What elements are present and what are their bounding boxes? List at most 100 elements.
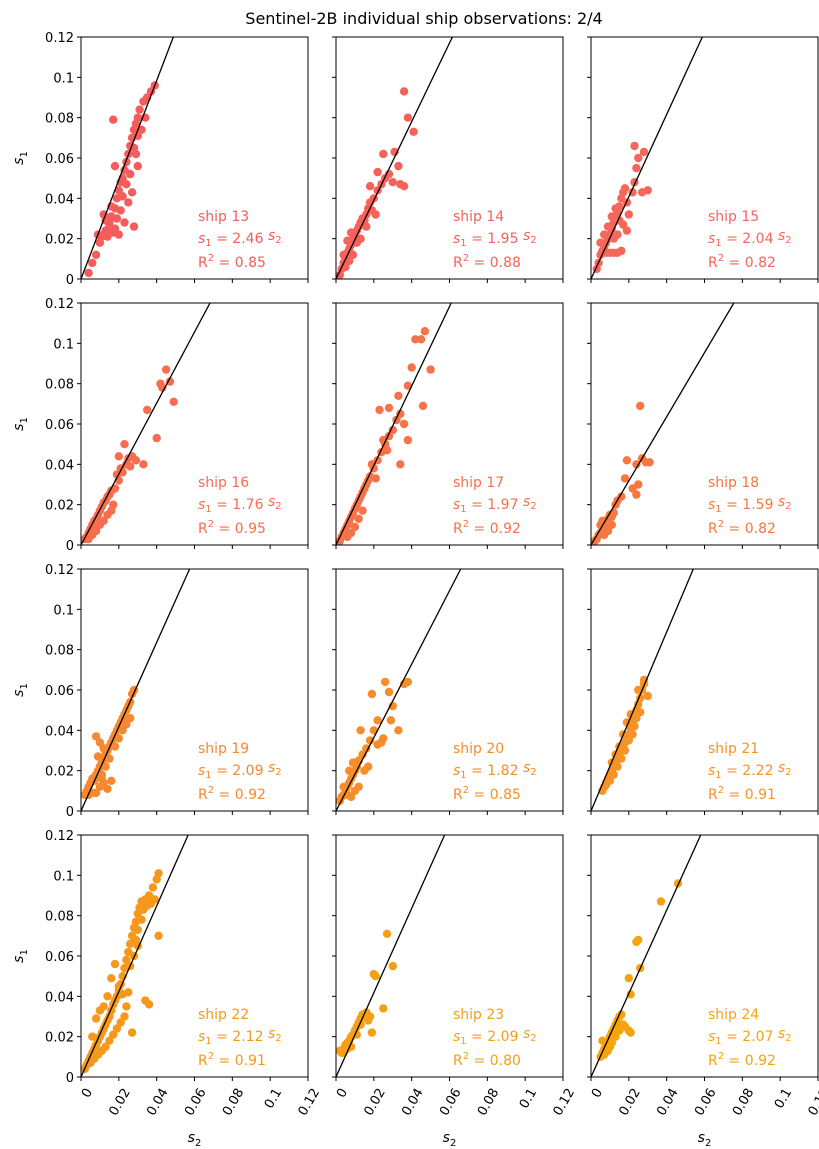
data-point	[617, 1010, 626, 1019]
data-point	[388, 961, 397, 971]
x-axis-label: s2	[188, 1130, 202, 1149]
data-point	[645, 458, 654, 467]
r-squared: R2 = 0.92	[453, 519, 521, 537]
data-point	[615, 1026, 624, 1035]
y-tick-label: 0.08	[45, 112, 74, 127]
data-point	[620, 184, 630, 193]
data-point	[135, 105, 144, 114]
data-point	[634, 153, 643, 163]
data-point	[131, 935, 141, 945]
y-tick-label: 0.04	[45, 724, 74, 739]
data-point	[143, 405, 152, 415]
data-point	[346, 228, 356, 237]
fit-line	[81, 303, 211, 545]
data-point	[109, 1030, 118, 1039]
data-point	[399, 87, 409, 96]
data-point	[101, 762, 110, 771]
fit-line	[81, 569, 191, 811]
panel-ship-24: 0 0.02 0.04 0.06 0.08 0.1 0.12 s2 ship 24 s1 = 2.…	[587, 834, 819, 1149]
data-point	[643, 691, 652, 701]
r-squared: R2 = 0.92	[198, 785, 266, 803]
y-tick-label: 0.06	[45, 418, 74, 433]
data-point	[394, 726, 403, 735]
data-point	[124, 988, 133, 997]
data-point	[626, 1028, 635, 1037]
ship-label: ship 13	[198, 209, 249, 225]
y-axis-label: s1	[11, 417, 30, 431]
data-point	[148, 883, 158, 892]
data-point	[103, 784, 112, 793]
y-tick-label: 0.08	[45, 644, 74, 659]
ship-label: ship 18	[708, 475, 759, 491]
data-point	[114, 734, 124, 743]
x-tick-label: 0.02	[361, 1086, 388, 1119]
r-squared: R2 = 0.82	[708, 253, 776, 271]
data-point	[371, 474, 380, 483]
panel-ship-15: ship 15 s1 = 2.04 s2 R2 = 0.82	[587, 36, 819, 283]
data-point	[382, 929, 392, 938]
data-point	[114, 186, 124, 195]
data-point	[356, 234, 365, 243]
scatter-points	[84, 81, 159, 278]
data-point	[600, 230, 609, 239]
data-point	[152, 433, 161, 443]
data-point	[350, 522, 360, 532]
panel-ship-22: 00 0.02 0.02 0.04 0.04 0.06 0.06 0.08 0.08 0.1 0.1…	[11, 829, 323, 1149]
data-point	[598, 1036, 607, 1045]
data-point	[91, 788, 101, 798]
y-axis-label: s1	[11, 949, 30, 963]
data-point	[339, 782, 348, 791]
data-point	[110, 959, 120, 969]
ship-label: ship 16	[198, 475, 249, 491]
fit-equation: s1 = 1.76 s2	[198, 494, 282, 515]
data-point	[396, 409, 405, 419]
data-point	[607, 212, 616, 221]
data-point	[639, 147, 649, 157]
scatter-points	[336, 87, 418, 279]
data-point	[131, 456, 141, 465]
y-tick-label: 0.02	[45, 765, 74, 780]
x-tick-label: 0.12	[296, 1086, 323, 1119]
data-point	[84, 268, 93, 278]
data-point	[354, 782, 363, 791]
data-point	[131, 149, 141, 159]
r-squared: R2 = 0.91	[198, 1051, 266, 1069]
data-point	[120, 218, 129, 227]
data-point	[403, 677, 413, 687]
y-axis-label: s1	[11, 151, 30, 165]
data-point	[617, 492, 626, 501]
panel-ship-23: 0 0.02 0.04 0.06 0.08 0.1 0.12 s2 ship 23 s1 = 2.…	[332, 834, 578, 1149]
data-point	[154, 931, 163, 940]
data-point	[365, 1012, 375, 1021]
data-point	[99, 744, 108, 753]
y-tick-label: 0.12	[45, 31, 74, 46]
data-point	[150, 895, 159, 904]
fit-equation: s1 = 2.07 s2	[708, 1026, 792, 1047]
y-tick-label: 0.02	[45, 233, 74, 248]
scatter-points	[592, 141, 652, 274]
data-point	[637, 188, 647, 197]
fit-line	[336, 37, 453, 279]
data-point	[124, 198, 133, 207]
data-point	[154, 869, 163, 878]
y-tick-label: 0	[66, 1071, 74, 1086]
x-tick-label: 0.08	[220, 1086, 247, 1119]
x-tick-label: 0.12	[551, 1086, 578, 1119]
ship-label: ship 19	[198, 741, 249, 757]
data-point	[373, 716, 382, 725]
data-point	[97, 774, 107, 783]
data-point	[126, 714, 135, 723]
data-point	[101, 1042, 110, 1052]
data-point	[601, 780, 611, 789]
data-point	[345, 256, 354, 266]
scatter-points	[591, 401, 654, 545]
data-point	[365, 736, 375, 745]
data-point	[165, 377, 175, 386]
data-point	[343, 532, 352, 542]
y-tick-label: 0.02	[45, 499, 74, 514]
data-point	[122, 1002, 131, 1011]
y-tick-label: 0	[66, 539, 74, 554]
data-point	[141, 996, 150, 1005]
data-point	[375, 405, 384, 415]
